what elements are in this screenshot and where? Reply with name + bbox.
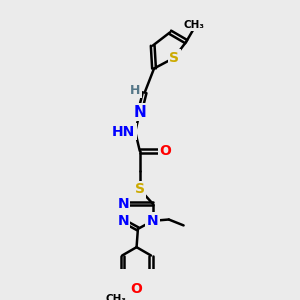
Text: O: O [159, 144, 171, 158]
Text: CH₃: CH₃ [106, 294, 127, 300]
Text: S: S [169, 51, 179, 65]
Text: N: N [117, 196, 129, 211]
Text: H: H [130, 84, 140, 97]
Text: S: S [135, 182, 145, 197]
Text: HN: HN [112, 124, 135, 139]
Text: CH₃: CH₃ [184, 20, 205, 30]
Text: O: O [130, 281, 142, 296]
Text: N: N [134, 105, 146, 120]
Text: N: N [147, 214, 158, 228]
Text: N: N [117, 214, 129, 228]
